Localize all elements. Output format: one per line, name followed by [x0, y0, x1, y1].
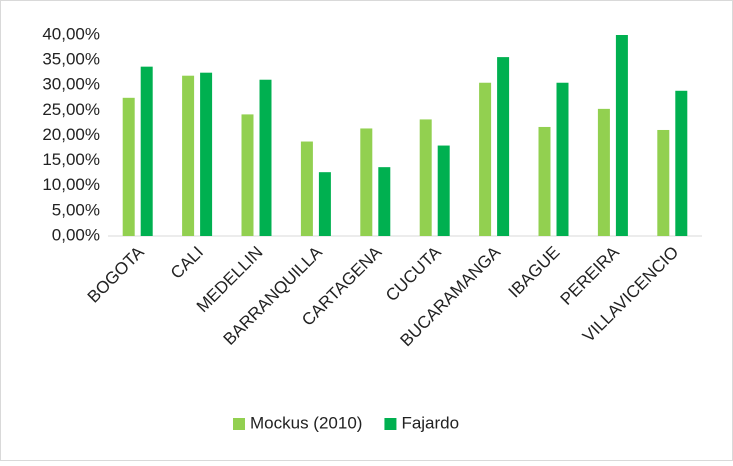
bar [615, 35, 628, 236]
bar [437, 145, 450, 236]
bar [300, 141, 313, 236]
bar [556, 82, 569, 236]
bar [259, 79, 272, 236]
bar [140, 66, 153, 236]
y-tick-label: 5,00% [52, 200, 100, 219]
y-tick-label: 30,00% [42, 75, 100, 94]
bar [200, 72, 213, 236]
bar [497, 57, 510, 236]
bar [318, 172, 331, 236]
y-tick-label: 40,00% [42, 24, 100, 43]
y-tick-label: 15,00% [42, 150, 100, 169]
legend-label: Mockus (2010) [250, 413, 362, 432]
bar [122, 97, 135, 236]
bar [241, 114, 254, 236]
bar [378, 167, 391, 236]
bar [538, 126, 551, 236]
bar [182, 75, 195, 236]
legend-swatch [233, 418, 245, 430]
bar [419, 119, 432, 236]
bar [360, 128, 373, 236]
legend-label: Fajardo [401, 413, 459, 432]
bar [597, 108, 610, 236]
y-tick-label: 0,00% [52, 225, 100, 244]
y-tick-label: 10,00% [42, 175, 100, 194]
y-tick-label: 35,00% [42, 50, 100, 69]
legend-swatch [384, 418, 397, 430]
bar [657, 129, 670, 236]
bar [479, 82, 492, 236]
bar [675, 90, 688, 236]
y-tick-label: 25,00% [42, 100, 100, 119]
y-tick-label: 20,00% [42, 125, 100, 144]
